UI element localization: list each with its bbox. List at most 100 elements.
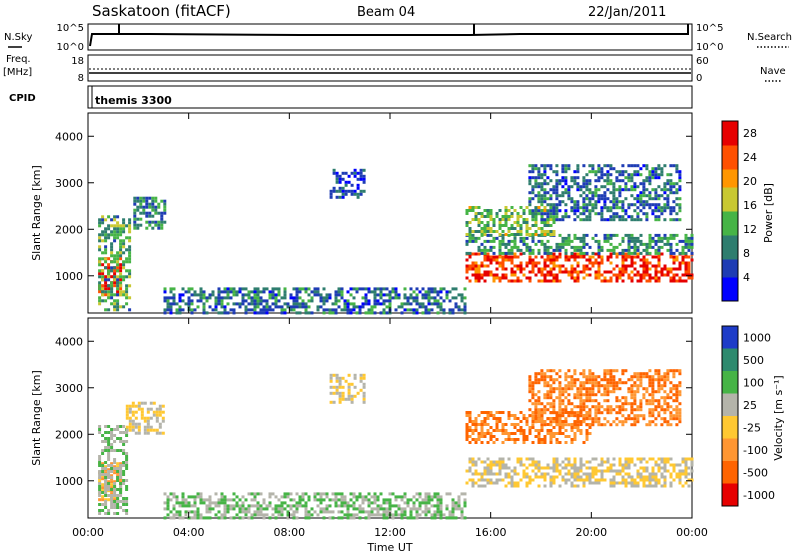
heatmap-cell <box>642 481 646 485</box>
heatmap-cell <box>573 393 577 397</box>
heatmap-cell <box>181 516 185 520</box>
heatmap-cell <box>125 455 129 458</box>
heatmap-cell <box>468 233 472 236</box>
heatmap-cell <box>427 308 431 312</box>
heatmap-cell <box>561 270 565 274</box>
heatmap-cell <box>666 369 670 373</box>
heatmap-cell <box>603 239 607 243</box>
heatmap-cell <box>409 293 413 297</box>
heatmap-cell <box>675 203 679 207</box>
heatmap-cell <box>301 498 305 502</box>
heatmap-cell <box>107 272 111 276</box>
heatmap-cell <box>196 507 200 511</box>
heatmap-cell <box>175 498 179 502</box>
heatmap-cell <box>651 236 655 240</box>
heatmap-cell <box>427 501 431 505</box>
heatmap-cell <box>552 387 556 391</box>
heatmap-cell <box>555 460 559 464</box>
heatmap-cell <box>630 194 634 198</box>
heatmap-cell <box>573 423 577 426</box>
heatmap-cell <box>633 261 637 265</box>
heatmap-cell <box>660 194 664 198</box>
heatmap-cell <box>588 426 592 429</box>
heatmap-cell <box>163 501 167 505</box>
heatmap-cell <box>142 211 146 215</box>
heatmap-cell <box>663 203 667 207</box>
heatmap-cell <box>576 390 580 394</box>
heatmap-cell <box>564 191 568 195</box>
heatmap-cell <box>531 396 535 400</box>
heatmap-cell <box>125 293 129 297</box>
heatmap-cell <box>678 481 682 485</box>
heatmap-cell <box>537 378 541 382</box>
heatmap-cell <box>573 460 577 464</box>
heatmap-cell <box>391 290 395 294</box>
heatmap-cell <box>232 302 236 306</box>
heatmap-cell <box>340 501 344 505</box>
heatmap-cell <box>654 173 658 177</box>
heatmap-cell <box>561 478 565 482</box>
heatmap-cell <box>660 209 664 213</box>
heatmap-cell <box>594 270 598 274</box>
heatmap-cell <box>654 276 658 280</box>
heatmap-cell <box>107 498 111 502</box>
heatmap-cell <box>549 212 553 216</box>
heatmap-cell <box>570 200 574 204</box>
heatmap-cell <box>588 273 592 277</box>
heatmap-cell <box>337 504 341 508</box>
heatmap-cell <box>588 423 592 426</box>
heatmap-cell <box>451 513 455 517</box>
heatmap-cell <box>636 197 640 201</box>
heatmap-cell <box>621 173 625 177</box>
heatmap-cell <box>684 273 688 277</box>
heatmap-cell <box>184 290 188 294</box>
heatmap-cell <box>591 381 595 385</box>
heatmap-cell <box>190 495 194 499</box>
heatmap-cell <box>137 425 141 429</box>
heatmap-cell <box>585 218 589 222</box>
heatmap-cell <box>600 218 604 222</box>
heatmap-cell <box>645 215 649 219</box>
heatmap-cell <box>430 296 434 300</box>
heatmap-cell <box>457 308 461 312</box>
heatmap-cell <box>229 516 233 520</box>
heatmap-cell <box>570 408 574 412</box>
heatmap-cell <box>516 276 520 280</box>
heatmap-cell <box>104 278 108 282</box>
heatmap-cell <box>672 375 676 379</box>
heatmap-cell <box>669 411 673 415</box>
heatmap-cell <box>552 435 556 438</box>
heatmap-cell <box>492 414 496 417</box>
heatmap-cell <box>101 293 105 297</box>
heatmap-cell <box>627 248 631 252</box>
heatmap-cell <box>669 251 673 255</box>
heatmap-cell <box>202 498 206 502</box>
heatmap-cell <box>585 273 589 277</box>
heatmap-cell <box>104 425 108 428</box>
heatmap-cell <box>561 414 565 418</box>
heatmap-cell <box>107 473 111 476</box>
heatmap-cell <box>122 230 126 234</box>
heatmap-cell <box>600 197 604 201</box>
heatmap-cell <box>549 432 553 435</box>
heatmap-cell <box>137 422 141 426</box>
heatmap-cell <box>621 258 625 262</box>
freq-unit: [MHz] <box>3 67 32 78</box>
heatmap-cell <box>474 426 478 429</box>
heatmap-cell <box>364 516 368 520</box>
heatmap-cell <box>609 372 613 376</box>
heatmap-cell <box>543 466 547 470</box>
heatmap-cell <box>98 260 102 264</box>
heatmap-cell <box>516 264 520 268</box>
heatmap-cell <box>451 507 455 511</box>
heatmap-cell <box>495 478 499 482</box>
heatmap-cell <box>624 481 628 485</box>
heatmap-cell <box>283 501 287 505</box>
heatmap-cell <box>657 378 661 382</box>
heatmap-cell <box>585 188 589 192</box>
heatmap-cell <box>448 299 452 303</box>
heatmap-cell <box>567 423 571 427</box>
heatmap-cell <box>313 510 317 514</box>
heatmap-cell <box>657 194 661 198</box>
heatmap-cell <box>119 449 123 452</box>
